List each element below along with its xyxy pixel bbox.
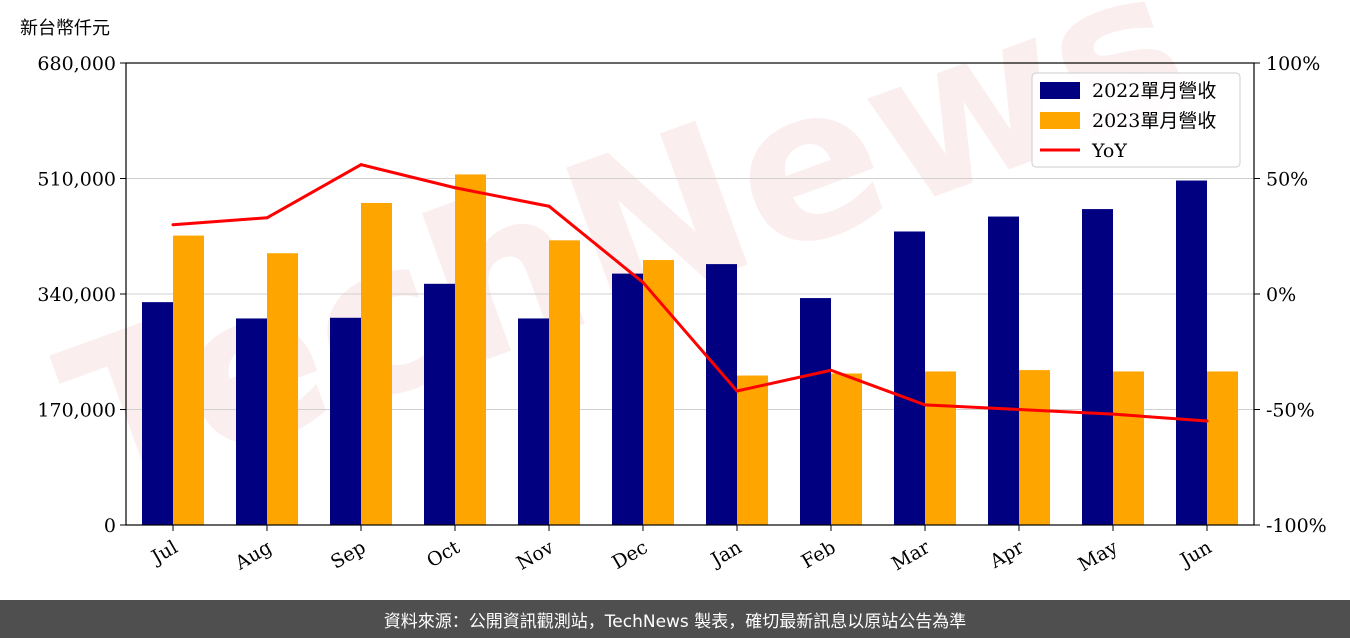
y2-tick-label: 50% [1266,169,1308,191]
bar-2023 [173,235,204,525]
bar-2022 [800,298,831,525]
x-tick-label: Apr [985,536,1028,573]
bar-2023 [549,240,580,525]
x-tick-label: Feb [798,536,840,573]
x-tick-label: Mar [888,536,934,575]
legend-swatch [1040,82,1080,99]
y-axis-unit-label: 新台幣仟元 [20,18,110,39]
bar-2023 [737,375,768,525]
bar-2023 [267,253,298,525]
bar-2022 [1176,180,1207,525]
x-tick-label: Aug [231,536,276,575]
bar-2022 [518,318,549,525]
bar-2023 [925,371,956,525]
y2-tick-label: 100% [1266,53,1320,75]
legend-box [1031,72,1241,168]
bar-2023 [1207,371,1238,525]
bar-2023 [1113,371,1144,525]
x-tick-label: Nov [513,536,558,575]
x-tick-label: Jul [146,536,181,569]
yoy-point [265,216,269,220]
y2-tick-label: -50% [1266,400,1315,422]
legend-swatch [1040,112,1080,129]
yoy-point [171,223,175,227]
yoy-point [829,368,833,372]
y-tick-label: 0 [104,515,116,537]
legend-label: YoY [1091,140,1127,162]
legend-label: 2023單月營收 [1092,110,1216,132]
yoy-point [359,163,363,167]
bar-2023 [455,174,486,525]
bar-2022 [142,302,173,525]
bar-2022 [1082,209,1113,525]
x-tick-label: Oct [423,536,464,572]
bar-2023 [643,260,674,525]
source-footer: 資料來源：公開資訊觀測站，TechNews 製表，確切最新訊息以原站公告為準 [0,600,1350,638]
y2-tick-label: -100% [1266,515,1327,537]
yoy-point [923,403,927,407]
x-tick-label: Sep [327,536,370,573]
yoy-point [1205,419,1209,423]
x-tick-label: Dec [608,536,651,574]
x-tick-label: Jan [706,536,746,572]
yoy-line [172,163,1208,423]
plot-frame [125,62,1255,526]
bar-2023 [361,202,392,526]
bar-2022 [612,273,643,525]
bar-2023 [1019,370,1050,525]
y-tick-label: 170,000 [37,400,116,422]
yoy-point [1017,408,1021,411]
x-tick-label: Jun [1175,536,1216,572]
yoy-point [453,186,457,190]
bar-2022 [236,318,267,525]
y-tick-label: 510,000 [37,169,116,191]
yoy-point [1111,412,1115,416]
bar-2022 [894,231,925,525]
y-tick-label: 340,000 [37,284,116,306]
legend-label: 2022單月營收 [1092,80,1216,102]
yoy-point [547,204,551,208]
bar-2022 [330,317,361,525]
bar-2022 [424,283,455,525]
yoy-point [641,280,645,284]
bar-2022 [706,264,737,525]
x-tick-label: May [1075,536,1122,576]
y2-tick-label: 0% [1266,284,1296,306]
y-tick-label: 680,000 [37,53,116,75]
bar-2023 [831,373,862,525]
yoy-point [735,389,739,393]
bar-2022 [988,216,1019,525]
revenue-chart: TechNews0170,000340,000510,000680,000-10… [34,0,1327,576]
